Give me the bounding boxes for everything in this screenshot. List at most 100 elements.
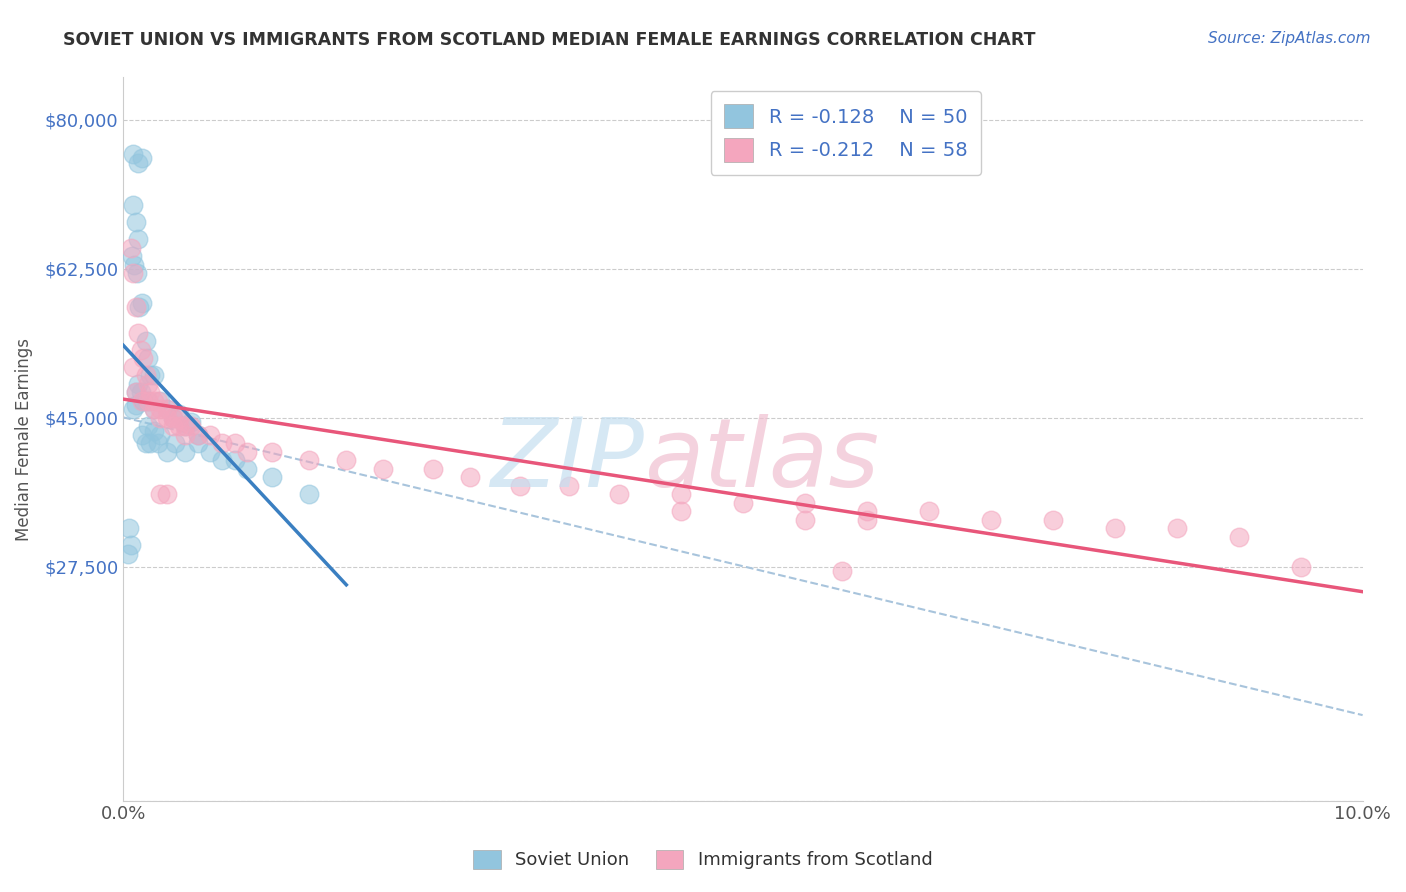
Point (143, 368, 166, 383)
Point (139, 368, 162, 383)
Point (1166, 521, 1188, 535)
Point (174, 427, 197, 442)
Point (422, 462, 444, 476)
Point (187, 436, 209, 450)
Point (980, 513, 1002, 527)
Point (167, 410, 190, 425)
Point (180, 419, 202, 434)
Text: ZIP: ZIP (489, 414, 644, 508)
Point (136, 376, 159, 391)
Point (132, 351, 155, 366)
Point (136, 351, 159, 366)
Point (155, 444, 177, 458)
Point (180, 415, 202, 429)
Point (155, 487, 177, 501)
Point (143, 424, 166, 438)
Point (124, 215, 146, 229)
Point (143, 402, 166, 417)
Point (236, 444, 259, 458)
Point (127, 155, 149, 169)
Point (124, 385, 146, 400)
Text: SOVIET UNION VS IMMIGRANTS FROM SCOTLAND MEDIAN FEMALE EARNINGS CORRELATION CHAR: SOVIET UNION VS IMMIGRANTS FROM SCOTLAND… (63, 31, 1036, 49)
Point (143, 393, 166, 408)
Point (373, 462, 395, 476)
Point (124, 300, 146, 314)
Point (122, 402, 145, 417)
Point (132, 393, 155, 408)
Point (118, 521, 141, 535)
Point (124, 385, 146, 400)
Point (458, 470, 481, 484)
Point (139, 385, 162, 400)
Point (198, 444, 221, 458)
Point (162, 410, 184, 425)
Point (155, 402, 177, 417)
Point (120, 241, 142, 255)
Point (162, 410, 184, 425)
Point (211, 453, 233, 467)
Point (131, 427, 153, 442)
Point (124, 398, 146, 412)
Point (669, 504, 692, 518)
Legend: R = -0.128    N = 50, R = -0.212    N = 58: R = -0.128 N = 50, R = -0.212 N = 58 (710, 91, 981, 175)
Point (135, 368, 157, 383)
Text: Source: ZipAtlas.com: Source: ZipAtlas.com (1208, 31, 1371, 46)
Point (856, 504, 879, 518)
Point (122, 266, 145, 280)
Point (117, 547, 139, 561)
Y-axis label: Median Female Earnings: Median Female Earnings (15, 337, 32, 541)
Point (135, 334, 157, 348)
Point (149, 402, 172, 417)
Point (121, 249, 143, 263)
Point (162, 419, 184, 434)
Point (198, 427, 221, 442)
Point (146, 393, 169, 408)
Point (127, 376, 149, 391)
Point (1227, 530, 1250, 544)
Point (187, 427, 209, 442)
Point (167, 407, 190, 421)
Point (120, 538, 142, 552)
Point (136, 419, 159, 434)
Point (174, 419, 197, 434)
Point (607, 487, 630, 501)
Point (129, 343, 152, 357)
Point (793, 513, 815, 527)
Point (135, 436, 157, 450)
Point (918, 504, 941, 518)
Point (211, 436, 233, 450)
Point (669, 487, 692, 501)
Point (143, 402, 166, 417)
Point (146, 436, 169, 450)
Point (260, 470, 283, 484)
Point (139, 436, 162, 450)
Point (131, 296, 153, 310)
Point (335, 453, 357, 467)
Point (187, 427, 209, 442)
Point (1104, 521, 1126, 535)
Point (831, 564, 853, 578)
Point (149, 427, 172, 442)
Point (558, 479, 581, 493)
Point (298, 487, 321, 501)
Point (236, 462, 259, 476)
Point (124, 258, 146, 272)
Point (174, 444, 197, 458)
Point (856, 513, 879, 527)
Point (131, 393, 153, 408)
Legend: Soviet Union, Immigrants from Scotland: Soviet Union, Immigrants from Scotland (464, 841, 942, 879)
Point (509, 479, 531, 493)
Point (224, 436, 246, 450)
Point (136, 393, 159, 408)
Point (149, 487, 172, 501)
Point (174, 419, 197, 434)
Point (165, 436, 187, 450)
Point (128, 300, 150, 314)
Point (125, 266, 148, 280)
Point (167, 419, 190, 434)
Point (127, 232, 149, 246)
Point (149, 393, 172, 408)
Point (298, 453, 321, 467)
Point (122, 198, 145, 212)
Point (155, 402, 177, 417)
